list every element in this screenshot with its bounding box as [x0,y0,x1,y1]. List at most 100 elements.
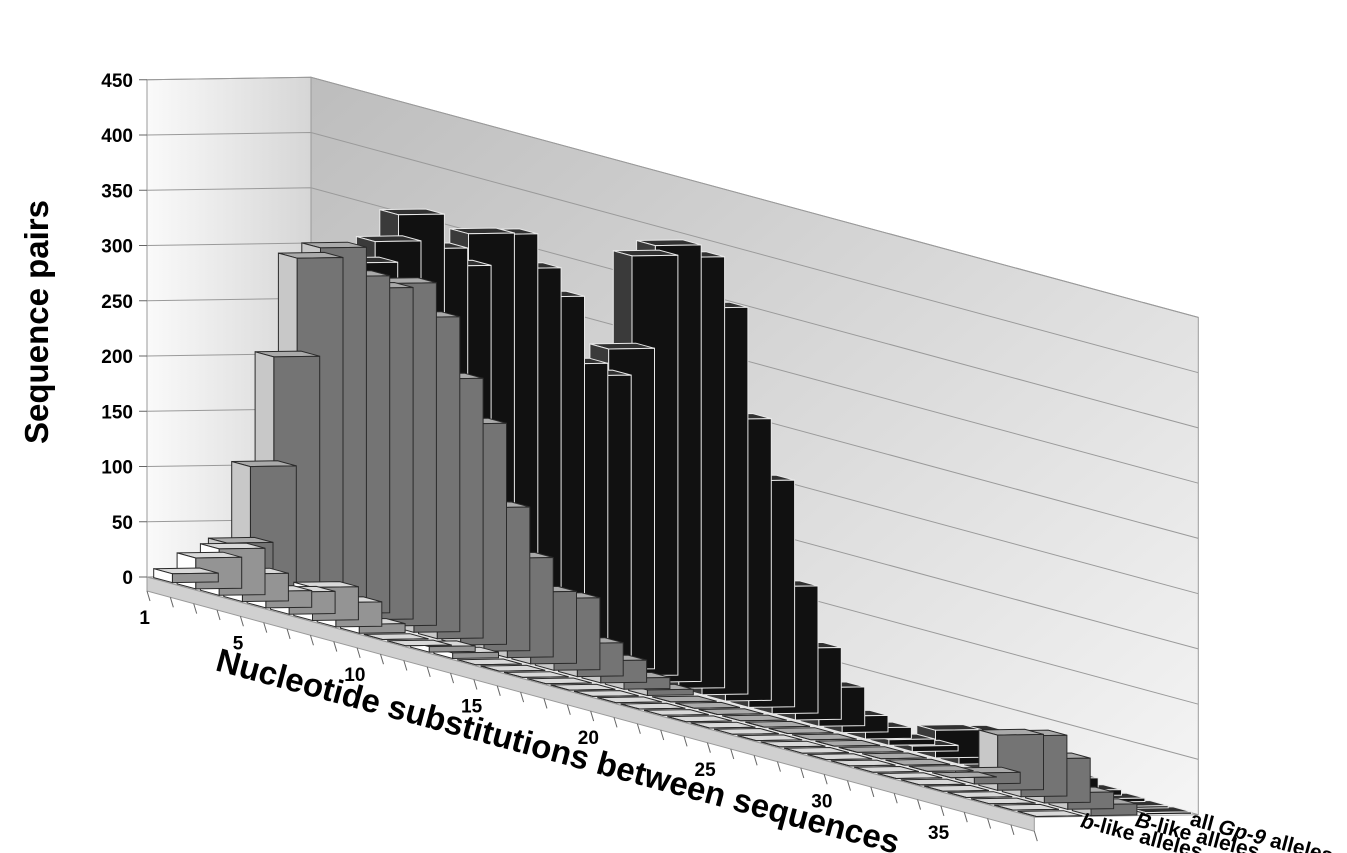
x-tick-label: 25 [695,760,717,781]
bar [480,664,546,672]
x-tick-mark [660,729,665,741]
bar [745,720,811,728]
gridline [146,131,1199,374]
y-tick-label: 200 [101,347,133,368]
x-tick-mark [146,590,151,602]
bar [667,715,733,723]
bar [713,727,779,735]
x-tick-mark [1010,824,1015,835]
x-tick-mark [216,609,221,621]
bar [597,696,663,704]
bar [363,633,429,641]
bar [690,721,756,729]
bar [815,739,881,747]
bar [768,727,834,735]
x-tick-mark [286,628,291,640]
bar [620,702,686,710]
x-tick-mark [1033,831,1038,842]
bar [791,733,857,741]
bar [970,797,1036,805]
x-tick-mark [263,622,268,633]
bar [698,708,764,716]
bar [153,567,219,584]
bar [721,714,787,722]
x-tick-mark [940,805,945,817]
x-tick-mark [473,679,478,690]
bar [550,683,616,691]
y-tick-label: 450 [101,71,133,92]
bar [527,677,593,685]
bar [675,701,741,709]
x-tick-mark [193,603,198,614]
x-tick-label: 5 [233,633,244,654]
x-tick-mark [683,736,688,747]
x-tick-mark [730,748,735,760]
y-tick-label: 0 [122,568,133,589]
bar [908,765,974,772]
bar [924,784,990,792]
x-tick-mark [403,660,408,671]
bar [1017,810,1083,818]
bar [387,639,452,647]
x-tick-mark [776,761,781,772]
x-tick-mark [847,780,851,791]
bar [737,734,803,742]
x-tick-mark [496,685,501,696]
x-tick-mark [870,786,875,798]
bar [457,658,523,666]
bar [947,791,1013,799]
x-tick-mark [356,647,361,659]
x-tick-mark [450,673,455,684]
y-axis-title: Sequence pairs [18,200,55,444]
x-tick-mark [566,704,571,715]
bar [854,765,919,773]
series-2 [207,241,1138,817]
x-tick-label: 20 [578,728,599,749]
x-tick-mark [380,654,384,665]
bar [830,759,896,767]
x-tick-mark [169,597,174,608]
bar [503,671,569,678]
x-tick-mark [309,635,314,646]
x-tick-mark [333,641,338,652]
bar [651,695,717,703]
bar [877,772,943,780]
bar [862,752,927,760]
x-tick-mark [426,666,431,677]
x-tick-label: 35 [928,823,950,844]
gridline [146,187,1199,429]
gridline [146,76,1199,318]
x-tick-mark [613,717,618,728]
bar [784,746,849,754]
x-tick-label: 10 [344,665,365,686]
x-tick-mark [917,799,922,810]
bar [807,753,873,761]
x-tick-mark [963,812,968,823]
y-tick-label: 150 [101,402,133,423]
x-tick-mark [636,723,641,734]
bar [900,778,966,786]
x-tick-mark [893,793,898,804]
y-tick-label: 50 [112,513,133,534]
y-tick-label: 100 [101,458,133,479]
x-tick-mark [753,755,758,766]
y-tick-label: 300 [101,237,133,258]
x-tick-mark [800,767,805,779]
x-tick-mark [590,710,595,722]
series-1 [153,542,1083,818]
bar [643,709,709,716]
x-tick-label: 30 [811,791,832,812]
bar [932,771,997,779]
bar [838,746,904,753]
bars [153,208,1193,818]
bar [573,690,639,697]
bar [760,740,826,748]
y-tick-label: 400 [101,126,133,147]
y-tick-label: 350 [101,181,133,202]
bar [885,758,951,766]
x-tick-mark [823,774,828,785]
x-tick-mark [987,818,992,829]
x-tick-label: 1 [139,608,150,629]
